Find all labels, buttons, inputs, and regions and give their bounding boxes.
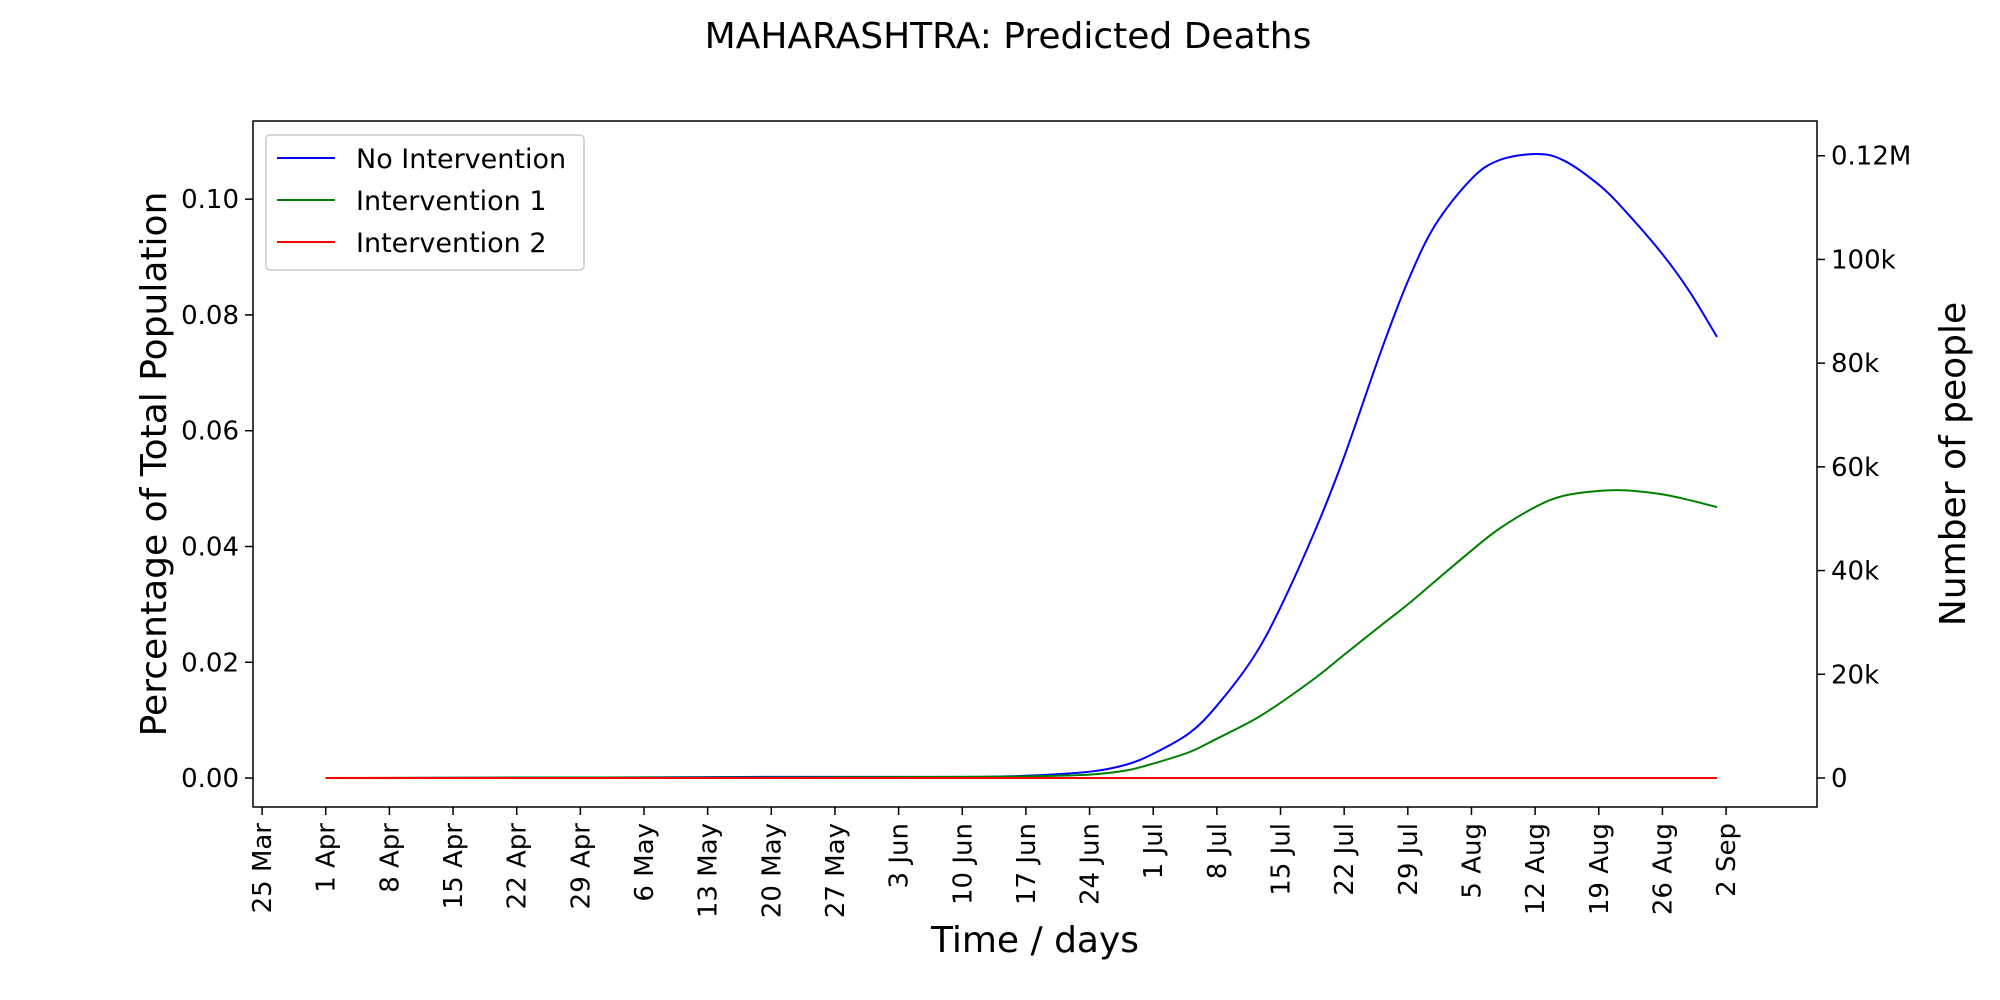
y2-tick-label: 0.12M [1831, 142, 1911, 172]
x-tick-label: 10 Jun [948, 823, 978, 905]
y-axis-right: 0 20k 40k 60k 80k 100k 0.12M [1817, 142, 1911, 794]
x-tick-label: 26 Aug [1648, 823, 1678, 915]
legend-label-intervention-2: Intervention 2 [356, 228, 547, 259]
y2-axis-label: Number of people [1933, 302, 1974, 626]
y2-tick-label: 80k [1831, 349, 1879, 379]
x-tick-label: 13 May [694, 823, 724, 918]
x-tick-label: 22 Apr [503, 823, 533, 910]
y2-tick-label: 20k [1831, 660, 1879, 690]
x-tick-label: 6 May [630, 823, 660, 902]
plot-frame [252, 120, 1818, 808]
x-axis: 25 Mar 1 Apr 8 Apr 15 Apr 22 Apr 29 Apr 6 May 1… [248, 807, 1742, 918]
x-tick-label: 24 Jun [1076, 823, 1106, 905]
x-tick-label: 29 Jul [1394, 823, 1424, 896]
x-tick-label: 8 Jul [1203, 823, 1233, 879]
x-tick-label: 27 May [821, 823, 851, 918]
x-tick-label: 15 Jul [1267, 823, 1297, 896]
x-tick-label: 25 Mar [248, 823, 278, 914]
y-tick-label: 0.02 [181, 648, 239, 678]
y-axis-left: 0.00 0.02 0.04 0.06 0.08 0.10 [181, 185, 253, 794]
x-tick-label: 22 Jul [1330, 823, 1360, 896]
y-tick-label: 0.04 [181, 532, 239, 562]
y2-tick-label: 0 [1831, 764, 1848, 794]
x-tick-label: 3 Jun [885, 823, 915, 888]
y2-tick-label: 40k [1831, 557, 1879, 587]
x-axis-label: Time / days [930, 920, 1139, 961]
x-tick-label: 15 Apr [439, 823, 469, 910]
x-tick-label: 8 Apr [375, 823, 405, 893]
series-line-intervention-1 [325, 489, 1718, 780]
legend-label-intervention-1: Intervention 1 [356, 186, 547, 217]
legend: No Intervention Intervention 1 Intervent… [265, 134, 585, 271]
chart-title: MAHARASHTRA: Predicted Deaths [705, 16, 1312, 57]
y-tick-label: 0.10 [181, 185, 239, 215]
x-tick-label: 19 Aug [1585, 823, 1615, 915]
x-tick-label: 20 May [757, 823, 787, 918]
x-tick-label: 12 Aug [1521, 823, 1551, 915]
x-tick-label: 5 Aug [1457, 823, 1487, 899]
plot-series [325, 152, 1718, 780]
y-tick-label: 0.00 [181, 764, 239, 794]
y2-tick-label: 100k [1831, 245, 1896, 275]
x-tick-label: 2 Sep [1712, 823, 1742, 897]
x-tick-label: 1 Apr [312, 823, 342, 893]
legend-box [265, 134, 585, 271]
x-tick-label: 1 Jul [1139, 823, 1169, 879]
x-tick-label: 17 Jun [1012, 823, 1042, 905]
x-tick-label: 29 Apr [566, 823, 596, 910]
legend-label-no-intervention: No Intervention [356, 144, 566, 175]
y-tick-label: 0.08 [181, 301, 239, 331]
y2-tick-label: 60k [1831, 453, 1879, 483]
y-tick-label: 0.06 [181, 417, 239, 447]
y-axis-label: Percentage of Total Population [134, 192, 175, 737]
